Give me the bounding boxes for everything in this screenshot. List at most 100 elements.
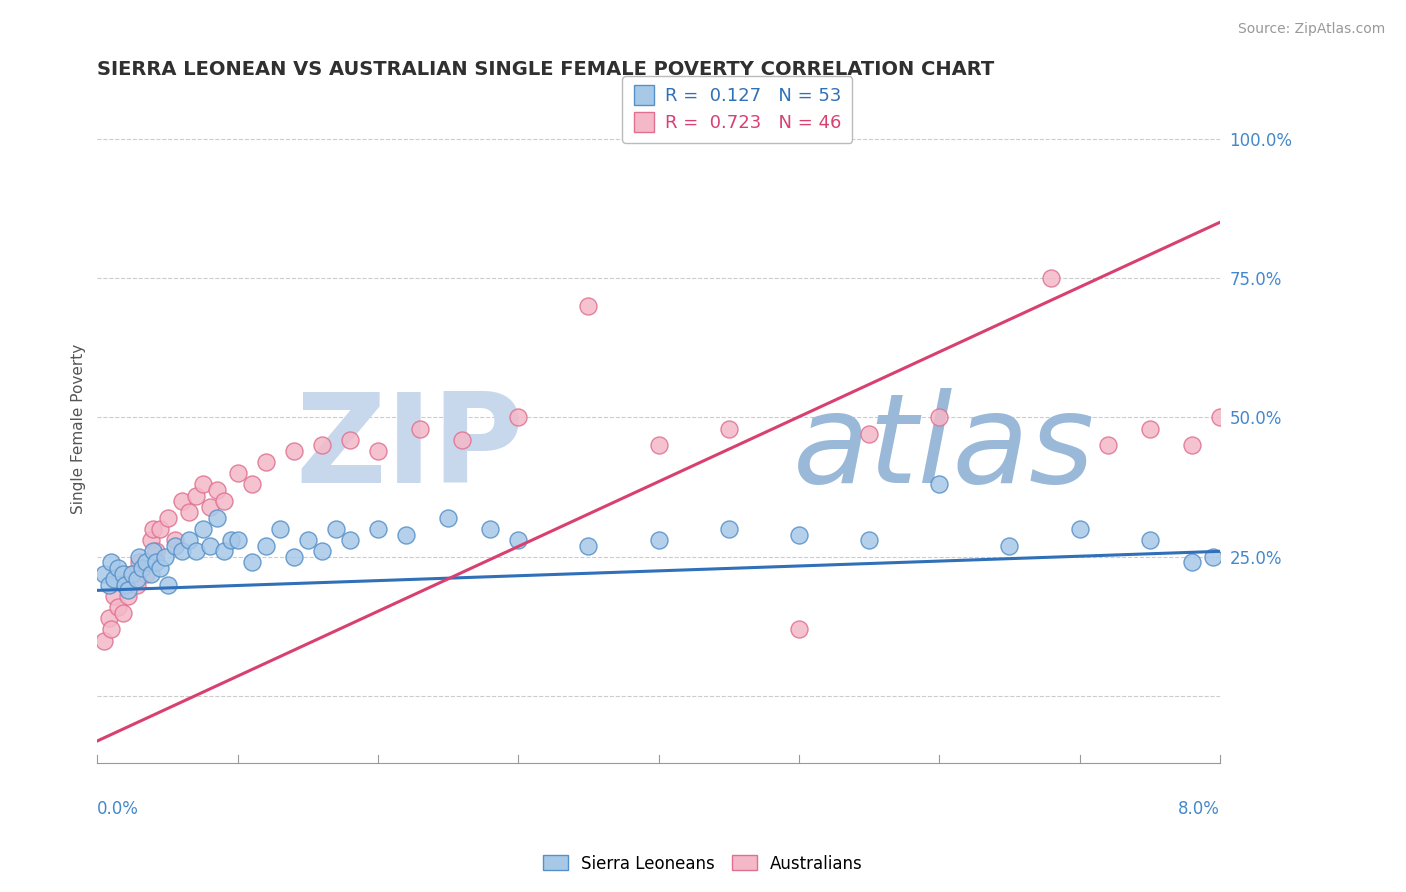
Point	[1040, 271, 1063, 285]
Point	[114, 578, 136, 592]
Point	[205, 511, 228, 525]
Point	[163, 533, 186, 548]
Point	[107, 600, 129, 615]
Point	[156, 578, 179, 592]
Point	[100, 556, 122, 570]
Point	[451, 433, 474, 447]
Point	[269, 522, 291, 536]
Text: ZIP: ZIP	[295, 388, 524, 509]
Point	[219, 533, 242, 548]
Y-axis label: Single Female Poverty: Single Female Poverty	[72, 343, 86, 514]
Point	[240, 477, 263, 491]
Point	[283, 444, 305, 458]
Point	[1139, 533, 1161, 548]
Point	[121, 566, 143, 581]
Point	[254, 455, 277, 469]
Legend: R =  0.127   N = 53, R =  0.723   N = 46: R = 0.127 N = 53, R = 0.723 N = 46	[621, 77, 852, 143]
Text: SIERRA LEONEAN VS AUSTRALIAN SINGLE FEMALE POVERTY CORRELATION CHART: SIERRA LEONEAN VS AUSTRALIAN SINGLE FEMA…	[97, 60, 994, 78]
Point	[149, 561, 172, 575]
Point	[128, 556, 150, 570]
Point	[205, 483, 228, 497]
Point	[508, 533, 530, 548]
Point	[578, 539, 600, 553]
Point	[858, 533, 880, 548]
Point	[1069, 522, 1091, 536]
Text: 8.0%: 8.0%	[1178, 800, 1220, 818]
Point	[858, 427, 880, 442]
Point	[107, 561, 129, 575]
Point	[367, 444, 389, 458]
Point	[1181, 556, 1204, 570]
Point	[111, 566, 134, 581]
Point	[325, 522, 347, 536]
Point	[117, 589, 139, 603]
Point	[135, 566, 157, 581]
Point	[479, 522, 502, 536]
Point	[437, 511, 460, 525]
Point	[177, 505, 200, 519]
Point	[283, 549, 305, 564]
Point	[717, 422, 740, 436]
Point	[1139, 422, 1161, 436]
Point	[149, 522, 172, 536]
Point	[121, 566, 143, 581]
Point	[212, 494, 235, 508]
Point	[226, 467, 249, 481]
Text: 0.0%: 0.0%	[97, 800, 139, 818]
Point	[1181, 438, 1204, 452]
Point	[240, 556, 263, 570]
Point	[647, 533, 669, 548]
Point	[928, 477, 950, 491]
Point	[578, 299, 600, 313]
Point	[170, 544, 193, 558]
Point	[1097, 438, 1119, 452]
Point	[311, 544, 333, 558]
Point	[142, 544, 165, 558]
Point	[311, 438, 333, 452]
Point	[125, 578, 148, 592]
Text: atlas: atlas	[793, 388, 1095, 509]
Point	[787, 527, 810, 541]
Point	[117, 583, 139, 598]
Point	[177, 533, 200, 548]
Point	[139, 566, 162, 581]
Text: Source: ZipAtlas.com: Source: ZipAtlas.com	[1237, 22, 1385, 37]
Point	[145, 544, 167, 558]
Point	[367, 522, 389, 536]
Point	[409, 422, 432, 436]
Point	[254, 539, 277, 553]
Point	[198, 500, 221, 514]
Point	[198, 539, 221, 553]
Point	[163, 539, 186, 553]
Point	[145, 556, 167, 570]
Point	[297, 533, 319, 548]
Point	[395, 527, 418, 541]
Point	[128, 549, 150, 564]
Point	[103, 589, 125, 603]
Point	[508, 410, 530, 425]
Point	[998, 539, 1021, 553]
Point	[100, 623, 122, 637]
Point	[153, 549, 176, 564]
Point	[184, 544, 207, 558]
Point	[647, 438, 669, 452]
Point	[139, 533, 162, 548]
Point	[103, 572, 125, 586]
Point	[170, 494, 193, 508]
Point	[787, 623, 810, 637]
Point	[114, 578, 136, 592]
Point	[191, 477, 214, 491]
Point	[1202, 549, 1225, 564]
Point	[1209, 410, 1232, 425]
Point	[125, 572, 148, 586]
Point	[339, 433, 361, 447]
Point	[717, 522, 740, 536]
Point	[226, 533, 249, 548]
Point	[156, 511, 179, 525]
Legend: Sierra Leoneans, Australians: Sierra Leoneans, Australians	[537, 848, 869, 880]
Point	[135, 556, 157, 570]
Point	[111, 606, 134, 620]
Point	[97, 611, 120, 625]
Point	[131, 561, 153, 575]
Point	[97, 578, 120, 592]
